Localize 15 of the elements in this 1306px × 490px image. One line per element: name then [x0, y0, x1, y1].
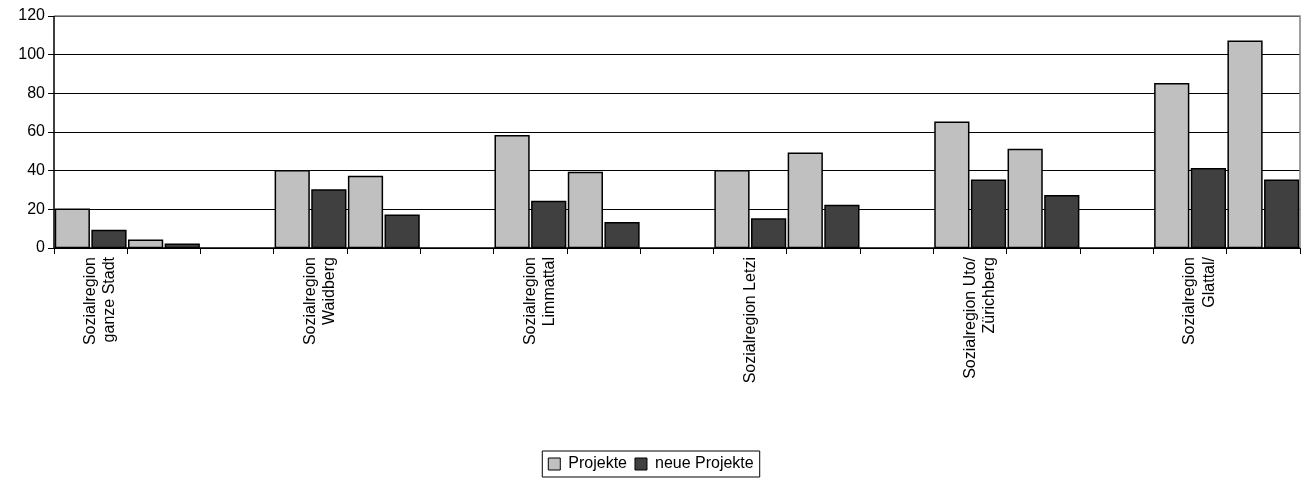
x-tick-label: Sozialregion Glattal/ — [1180, 256, 1217, 346]
y-tick-label: 0 — [36, 238, 46, 256]
y-tick-label: 120 — [18, 6, 46, 24]
x-tick-label: Sozialregion Letzi — [740, 257, 758, 384]
legend-label: Projekte — [568, 454, 628, 472]
y-tick-label: 80 — [27, 83, 46, 101]
y-tick-label: 60 — [27, 122, 46, 140]
y-tick-label: 20 — [27, 199, 46, 217]
y-tick-label: 100 — [18, 45, 46, 63]
x-tick-label: Sozialregion Uto/ Zürichberg — [960, 256, 997, 379]
x-tick-label: Sozialregion ganze Stadt — [81, 256, 118, 346]
y-tick-label: 40 — [27, 161, 46, 179]
x-tick-label: Sozialregion Waidberg — [300, 257, 338, 346]
legend-label: neue Projekte — [654, 454, 754, 472]
x-tick-label: Sozialregion Limmattal — [520, 257, 558, 346]
